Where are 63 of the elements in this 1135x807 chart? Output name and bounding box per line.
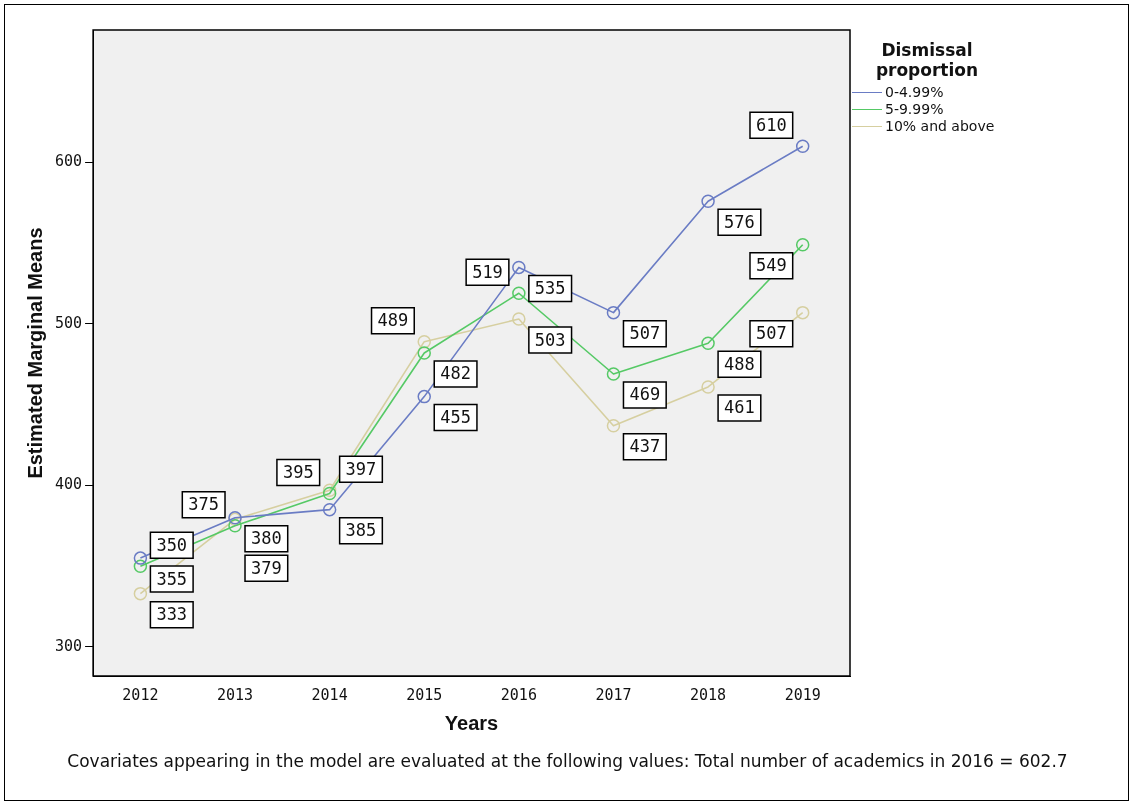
legend-label: 5-9.99% [885,101,944,118]
data-label: 385 [345,520,377,541]
legend-label: 10% and above [885,118,995,135]
point [795,305,810,320]
data-label: 503 [534,329,566,350]
point [133,551,148,565]
x-axis-title: Years [444,711,499,734]
data-label: 379 [251,557,282,578]
y-tick-label: 300 [55,636,83,655]
point [228,519,242,533]
point [512,260,526,275]
data-label: 397 [345,458,377,479]
y-tick-label: 500 [55,313,83,332]
x-tick-label: 2018 [690,685,727,704]
point [512,312,526,326]
x-tick-label: 2019 [784,685,821,704]
x-tick-label: 2016 [500,685,537,704]
legend-label: 0-4.99% [885,84,944,101]
point [133,586,148,601]
data-label: 333 [156,604,188,625]
data-label: 507 [755,323,787,344]
x-tick-label: 2015 [406,685,443,704]
data-label: 355 [156,568,188,589]
point [322,502,337,517]
data-label: 519 [472,261,503,282]
data-label: 576 [724,211,755,232]
text: Covariates appearing in the model are evaluated at the following values: Total number of academics in 2016 = 602.7 [66,751,1069,771]
data-label: 507 [629,323,661,344]
point [701,380,715,394]
point [417,334,431,349]
data-label: 437 [629,436,661,457]
point [606,305,621,320]
data-label: 610 [755,114,787,135]
x-tick-label: 2014 [311,685,348,704]
legend-title: Dismissal proportion [874,40,980,80]
point [606,367,621,381]
data-label: 395 [282,461,314,482]
x-tick-label: 2013 [216,685,254,704]
data-label: 469 [629,384,661,405]
data-label: 488 [724,353,755,374]
y-tick-label: 600 [55,152,83,171]
data-label: 549 [755,255,787,276]
x-tick-label: 2012 [122,685,159,704]
point [417,389,431,404]
y-tick-label: 400 [55,475,83,494]
x-tick-label: 2017 [595,685,632,704]
y-axis-title: Estimated Marginal Means [23,227,46,479]
data-label: 489 [377,310,409,331]
data-label: 455 [440,407,471,428]
point [795,139,810,154]
data-label: 375 [188,494,220,515]
data-label: 380 [251,528,282,549]
data-label: 461 [724,397,755,418]
point [701,336,715,351]
point [701,194,715,208]
point [512,286,526,300]
point [795,238,810,252]
data-label: 482 [440,363,471,384]
point [606,418,621,433]
point [133,559,148,573]
data-label: 535 [534,277,566,298]
data-label: 350 [156,534,188,555]
point [417,346,431,360]
